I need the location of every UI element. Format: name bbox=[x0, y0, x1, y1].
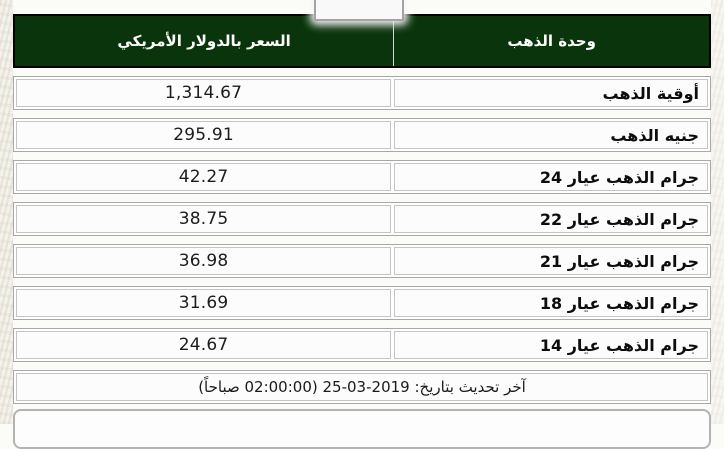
price-cell: 42.27 bbox=[16, 163, 392, 191]
table-header-row: السعر بالدولار الأمريكي وحدة الذهب bbox=[13, 14, 711, 68]
unit-cell: جرام الذهب عيار 21 bbox=[394, 247, 708, 275]
table-row-gram-21k: 36.98 جرام الذهب عيار 21 bbox=[13, 244, 711, 278]
table-row-gold-pound: 295.91 جنيه الذهب bbox=[13, 118, 711, 152]
unit-cell: جرام الذهب عيار 24 bbox=[394, 163, 708, 191]
unit-cell: جرام الذهب عيار 18 bbox=[394, 289, 708, 317]
unit-cell: جنيه الذهب bbox=[394, 121, 708, 149]
price-cell: 295.91 bbox=[16, 121, 392, 149]
table-row-gram-22k: 38.75 جرام الذهب عيار 22 bbox=[13, 202, 711, 236]
left-edge-texture bbox=[0, 0, 13, 424]
price-cell: 31.69 bbox=[16, 289, 392, 317]
right-edge-texture bbox=[711, 0, 724, 424]
table-row-gram-24k: 42.27 جرام الذهب عيار 24 bbox=[13, 160, 711, 194]
table-footer-row: آخر تحديث بتاريخ: 2019-03-25 (02:00:00 ص… bbox=[13, 370, 711, 404]
unit-cell: جرام الذهب عيار 14 bbox=[394, 331, 708, 359]
top-popup bbox=[314, 0, 404, 21]
unit-cell: أوقية الذهب bbox=[394, 79, 708, 107]
table-row-gold-ounce: 1,314.67 أوقية الذهب bbox=[13, 76, 711, 110]
price-cell: 24.67 bbox=[16, 331, 392, 359]
bottom-panel bbox=[13, 409, 711, 449]
price-cell: 38.75 bbox=[16, 205, 392, 233]
table-row-gram-18k: 31.69 جرام الذهب عيار 18 bbox=[13, 286, 711, 320]
unit-cell: جرام الذهب عيار 22 bbox=[394, 205, 708, 233]
gold-price-table: السعر بالدولار الأمريكي وحدة الذهب 1,314… bbox=[13, 14, 711, 412]
header-gold-unit: وحدة الذهب bbox=[507, 32, 596, 50]
table-row-gram-14k: 24.67 جرام الذهب عيار 14 bbox=[13, 328, 711, 362]
price-cell: 36.98 bbox=[16, 247, 392, 275]
last-updated-text: آخر تحديث بتاريخ: 2019-03-25 (02:00:00 ص… bbox=[16, 373, 708, 401]
price-cell: 1,314.67 bbox=[16, 79, 392, 107]
header-price-usd: السعر بالدولار الأمريكي bbox=[15, 16, 395, 66]
